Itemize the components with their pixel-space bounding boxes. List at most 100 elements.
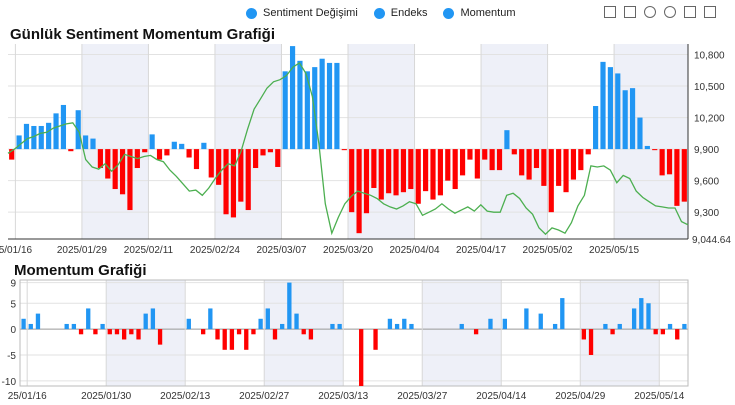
sentiment-bar bbox=[408, 149, 414, 190]
x-tick-label: 2025/02/24 bbox=[190, 245, 240, 256]
sentiment-bar bbox=[275, 149, 281, 167]
momentum-bar bbox=[560, 298, 565, 330]
sentiment-bar bbox=[260, 149, 266, 156]
y-tick-label: 9,044.64 bbox=[692, 235, 731, 246]
x-tick-label: 25/01/16 bbox=[8, 391, 47, 402]
sentiment-bar bbox=[526, 149, 532, 180]
endeks-line bbox=[7, 61, 689, 236]
sentiment-bar bbox=[97, 149, 103, 169]
momentum-bar bbox=[409, 323, 414, 330]
sentiment-bar bbox=[674, 149, 680, 206]
momentum-bar bbox=[308, 329, 314, 340]
legend-dot-icon bbox=[443, 7, 455, 19]
momentum-bar bbox=[35, 313, 41, 330]
sentiment-bar bbox=[482, 149, 488, 160]
sentiment-bar bbox=[149, 134, 155, 150]
y-tick-label: 9 bbox=[10, 279, 16, 290]
y-tick-label: 5 bbox=[10, 299, 16, 310]
sentiment-bar bbox=[644, 145, 650, 150]
sentiment-bar bbox=[112, 149, 118, 190]
sentiment-bar bbox=[637, 117, 643, 150]
shaded-band bbox=[580, 280, 660, 386]
momentum-bar bbox=[93, 329, 98, 335]
sentiment-bar bbox=[533, 149, 540, 169]
momentum-bar bbox=[78, 329, 84, 335]
sentiment-bar bbox=[326, 62, 333, 150]
y-tick-label: 10,800 bbox=[694, 51, 725, 62]
sentiment-bar bbox=[615, 73, 621, 150]
shaded-band bbox=[481, 44, 548, 239]
x-tick-label: 2025/03/13 bbox=[318, 391, 368, 402]
x-tick-label: 2025/01/29 bbox=[57, 245, 107, 256]
zoom-icon[interactable] bbox=[604, 6, 616, 18]
momentum-bar bbox=[114, 329, 120, 335]
sentiment-bar bbox=[563, 149, 569, 193]
momentum-bar bbox=[402, 318, 407, 330]
momentum-bar bbox=[394, 323, 400, 330]
chart-title-momentum: Momentum Grafiği bbox=[14, 262, 147, 279]
sentiment-bar bbox=[142, 149, 148, 153]
momentum-bar bbox=[552, 323, 558, 330]
sentiment-bar bbox=[363, 149, 370, 214]
momentum-bar bbox=[64, 323, 69, 330]
momentum-bar bbox=[287, 282, 292, 330]
momentum-bar bbox=[258, 318, 263, 330]
momentum-bar bbox=[459, 323, 464, 330]
momentum-bar bbox=[71, 323, 77, 330]
sentiment-bar bbox=[23, 123, 30, 150]
sentiment-bar bbox=[393, 149, 399, 196]
refresh-icon[interactable] bbox=[664, 6, 676, 18]
momentum-bar bbox=[186, 318, 191, 330]
momentum-bar bbox=[150, 308, 156, 330]
legend-label: Endeks bbox=[390, 7, 428, 19]
momentum-bar bbox=[610, 329, 615, 335]
save-image-icon[interactable] bbox=[704, 6, 716, 18]
sentiment-bar bbox=[349, 149, 355, 213]
data-view-icon[interactable] bbox=[684, 6, 696, 18]
momentum-bar bbox=[143, 313, 148, 330]
sentiment-bar bbox=[511, 149, 517, 155]
sentiment-bar bbox=[31, 125, 37, 150]
sentiment-bar bbox=[548, 149, 554, 213]
sentiment-bar bbox=[312, 67, 318, 150]
legend-label: Sentiment Değişimi bbox=[263, 7, 358, 19]
x-tick-label: 2025/05/02 bbox=[523, 245, 573, 256]
momentum-bar bbox=[617, 323, 622, 330]
momentum-bar bbox=[157, 329, 163, 345]
legend-item-endeks[interactable]: Endeks bbox=[373, 7, 428, 19]
momentum-bar bbox=[646, 303, 651, 330]
momentum-bar bbox=[667, 323, 673, 330]
sentiment-bar bbox=[208, 149, 214, 178]
momentum-bar bbox=[294, 313, 299, 330]
zoom-reset-icon[interactable] bbox=[624, 6, 636, 18]
momentum-bar bbox=[129, 329, 134, 335]
restore-icon[interactable] bbox=[644, 6, 656, 18]
sentiment-bar bbox=[68, 149, 74, 152]
momentum-bar bbox=[359, 329, 364, 386]
sentiment-bar bbox=[585, 149, 591, 155]
x-tick-label: 2025/05/15 bbox=[589, 245, 639, 256]
sentiment-bar bbox=[600, 61, 606, 150]
legend-item-sentiment[interactable]: Sentiment Değişimi bbox=[246, 7, 358, 19]
sentiment-bar bbox=[437, 149, 443, 196]
momentum-bar bbox=[280, 323, 285, 330]
sentiment-bar bbox=[334, 62, 340, 150]
sentiment-bar bbox=[119, 149, 126, 195]
sentiment-bar bbox=[245, 149, 251, 211]
legend-item-momentum[interactable]: Momentum bbox=[443, 7, 516, 19]
sentiment-bar bbox=[378, 149, 384, 200]
sentiment-bar bbox=[83, 135, 89, 150]
legend[interactable]: Sentiment Değişimi Endeks Momentum bbox=[246, 7, 516, 19]
plot-border bbox=[19, 279, 689, 387]
sentiment-bar bbox=[179, 143, 185, 150]
momentum-bar bbox=[301, 329, 306, 335]
sentiment-bar bbox=[216, 149, 222, 185]
y-tick-label: 9,600 bbox=[694, 177, 719, 188]
x-tick-label: 2025/03/07 bbox=[256, 245, 306, 256]
sentiment-bar bbox=[415, 149, 421, 204]
y-tick-label: -5 bbox=[7, 351, 16, 362]
y-tick-label: 9,300 bbox=[694, 208, 719, 219]
sentiment-bar bbox=[297, 60, 303, 150]
sentiment-bar bbox=[659, 149, 665, 176]
momentum-bar bbox=[488, 318, 493, 330]
